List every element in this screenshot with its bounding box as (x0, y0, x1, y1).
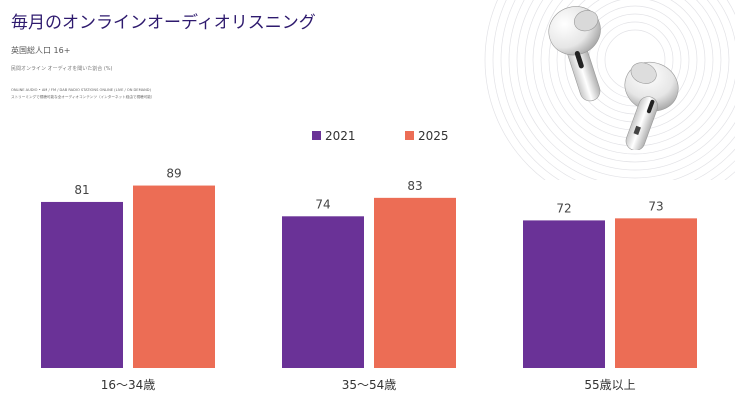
bar-2021-2 (523, 220, 605, 368)
bar-2025-2 (615, 218, 697, 368)
earbuds-image (548, 6, 679, 150)
legend-label-2025: 2025 (418, 129, 449, 143)
category-label: 55歳以上 (584, 378, 635, 392)
bar-2021-1 (282, 216, 364, 368)
legend-swatch-2025 (405, 131, 414, 140)
data-label: 83 (407, 179, 422, 193)
source-note-2: ストリーミングで視聴可能な全オーディオコンテンツ（インターネット経由で視聴可能） (11, 95, 155, 99)
data-label: 81 (74, 183, 89, 197)
chart-title: 毎月のオンラインオーディオリスニング (11, 13, 316, 33)
category-label: 16〜34歳 (101, 378, 156, 392)
bar-2025-1 (374, 197, 456, 368)
legend-swatch-2021 (312, 131, 321, 140)
chart-subtitle: 英国総人口 16+ (11, 46, 71, 55)
data-label: 73 (648, 199, 663, 213)
chart-note: 民間オンライン オーディオを聞いた割合 (%) (11, 66, 113, 72)
category-label: 35〜54歳 (342, 378, 397, 392)
legend-label-2021: 2021 (325, 129, 356, 143)
data-label: 72 (556, 201, 571, 215)
bar-2021-0 (41, 201, 123, 368)
data-label: 74 (315, 197, 330, 211)
bar-2025-0 (133, 185, 215, 368)
source-note-1: ONLINE AUDIO • AM / FM / DAB RADIO STATI… (11, 88, 151, 92)
data-label: 89 (166, 167, 181, 181)
